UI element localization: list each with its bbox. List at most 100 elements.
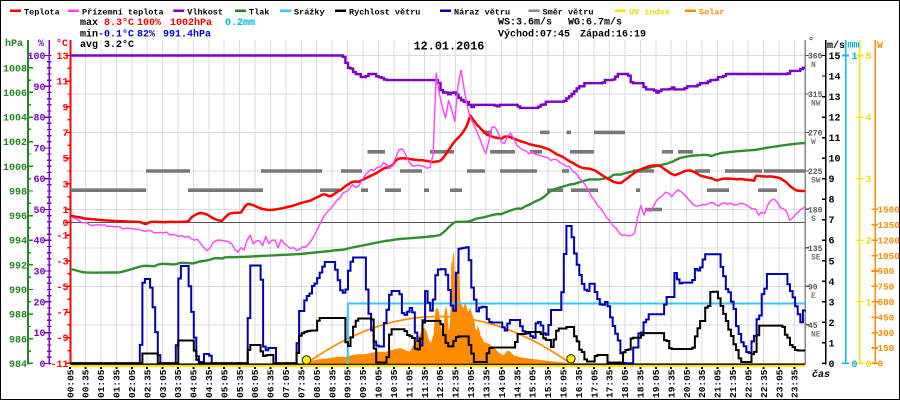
svg-text:-9: -9 bbox=[56, 334, 68, 345]
svg-text:13:35: 13:35 bbox=[481, 369, 492, 398]
svg-text:30: 30 bbox=[33, 268, 45, 279]
svg-text:1006: 1006 bbox=[3, 89, 27, 100]
svg-text:Přízemní teplota: Přízemní teplota bbox=[82, 8, 164, 18]
svg-text:5: 5 bbox=[866, 52, 872, 63]
svg-text:50: 50 bbox=[33, 206, 45, 217]
svg-text:60: 60 bbox=[33, 175, 45, 186]
svg-text:07:35: 07:35 bbox=[297, 369, 308, 398]
svg-text:1050: 1050 bbox=[878, 251, 900, 262]
svg-text:21:05: 21:05 bbox=[713, 369, 724, 398]
svg-text:NW: NW bbox=[811, 99, 821, 108]
svg-text:20:05: 20:05 bbox=[682, 369, 693, 398]
svg-text:16:35: 16:35 bbox=[574, 369, 585, 398]
svg-text:1004: 1004 bbox=[3, 114, 27, 125]
svg-text:1: 1 bbox=[62, 206, 68, 217]
svg-text:1350: 1350 bbox=[878, 220, 900, 231]
svg-text:00:05: 00:05 bbox=[65, 369, 76, 398]
svg-text:04:05: 04:05 bbox=[189, 369, 200, 398]
svg-text:02:35: 02:35 bbox=[142, 369, 153, 398]
svg-text:991.4hPa: 991.4hPa bbox=[163, 29, 211, 41]
svg-text:Náraz větru: Náraz větru bbox=[454, 8, 510, 18]
svg-text:9: 9 bbox=[829, 175, 835, 186]
svg-text:150: 150 bbox=[878, 343, 895, 354]
svg-text:2: 2 bbox=[866, 237, 872, 248]
svg-text:1002: 1002 bbox=[3, 138, 27, 149]
svg-text:10:35: 10:35 bbox=[389, 369, 400, 398]
svg-text:986: 986 bbox=[9, 335, 27, 346]
svg-text:13: 13 bbox=[829, 93, 841, 104]
svg-text:9: 9 bbox=[62, 103, 68, 114]
svg-text:Západ:16:19: Západ:16:19 bbox=[580, 29, 646, 41]
svg-text:11:05: 11:05 bbox=[404, 369, 415, 398]
svg-text:3.2°C: 3.2°C bbox=[104, 39, 134, 51]
svg-text:%: % bbox=[38, 39, 44, 50]
svg-text:12:35: 12:35 bbox=[451, 369, 462, 398]
svg-text:988: 988 bbox=[9, 311, 27, 322]
svg-text:min: min bbox=[80, 29, 98, 41]
svg-text:SE: SE bbox=[811, 253, 821, 262]
svg-text:Vlhkost: Vlhkost bbox=[187, 8, 223, 18]
svg-text:-3: -3 bbox=[56, 257, 68, 268]
svg-text:°C: °C bbox=[56, 38, 68, 50]
svg-text:Východ:07:45: Východ:07:45 bbox=[498, 29, 570, 41]
svg-text:600: 600 bbox=[878, 297, 895, 308]
svg-text:09:35: 09:35 bbox=[358, 369, 369, 398]
svg-text:994: 994 bbox=[9, 237, 27, 248]
svg-text:80: 80 bbox=[33, 114, 45, 125]
svg-text:1200: 1200 bbox=[878, 235, 900, 246]
svg-text:18:05: 18:05 bbox=[620, 369, 631, 398]
svg-text:06:05: 06:05 bbox=[250, 369, 261, 398]
svg-text:900: 900 bbox=[878, 266, 895, 277]
svg-text:11:35: 11:35 bbox=[420, 369, 431, 398]
svg-text:0: 0 bbox=[62, 219, 68, 230]
svg-text:14: 14 bbox=[829, 73, 841, 84]
svg-text:čas: čas bbox=[812, 369, 830, 381]
svg-text:W: W bbox=[811, 138, 816, 147]
svg-text:08:35: 08:35 bbox=[327, 369, 338, 398]
svg-text:12.01.2016: 12.01.2016 bbox=[414, 40, 485, 54]
svg-text:19:05: 19:05 bbox=[651, 369, 662, 398]
svg-text:990: 990 bbox=[9, 286, 27, 297]
svg-text:7: 7 bbox=[829, 216, 835, 227]
svg-text:70: 70 bbox=[33, 144, 45, 155]
svg-text:09:05: 09:05 bbox=[343, 369, 354, 398]
svg-text:23:05: 23:05 bbox=[774, 369, 785, 398]
svg-text:03:05: 03:05 bbox=[158, 369, 169, 398]
svg-text:10: 10 bbox=[33, 329, 45, 340]
svg-text:0: 0 bbox=[39, 360, 45, 371]
svg-text:19:35: 19:35 bbox=[666, 369, 677, 398]
svg-text:40: 40 bbox=[33, 237, 45, 248]
svg-text:0: 0 bbox=[852, 360, 858, 371]
svg-text:20: 20 bbox=[33, 298, 45, 309]
svg-text:S: S bbox=[811, 215, 816, 224]
svg-text:7: 7 bbox=[62, 129, 68, 140]
svg-text:0: 0 bbox=[878, 359, 884, 370]
svg-text:1: 1 bbox=[852, 52, 858, 63]
svg-text:13: 13 bbox=[56, 52, 68, 63]
svg-text:998: 998 bbox=[9, 187, 27, 198]
svg-text:1000: 1000 bbox=[3, 163, 27, 174]
svg-text:Solar: Solar bbox=[699, 8, 725, 18]
svg-text:N: N bbox=[811, 61, 816, 70]
svg-text:-0.1°C: -0.1°C bbox=[98, 29, 134, 41]
svg-text:04:35: 04:35 bbox=[204, 369, 215, 398]
svg-text:UV index: UV index bbox=[629, 8, 670, 18]
svg-text:2: 2 bbox=[829, 319, 835, 330]
svg-text:00:35: 00:35 bbox=[81, 369, 92, 398]
svg-text:4: 4 bbox=[829, 278, 835, 289]
svg-text:17:35: 17:35 bbox=[605, 369, 616, 398]
svg-text:22:35: 22:35 bbox=[759, 369, 770, 398]
svg-text:08:05: 08:05 bbox=[312, 369, 323, 398]
svg-text:06:35: 06:35 bbox=[266, 369, 277, 398]
svg-text:Teplota: Teplota bbox=[24, 8, 60, 18]
svg-text:10: 10 bbox=[829, 155, 841, 166]
svg-text:NE: NE bbox=[811, 330, 821, 339]
svg-text:14:05: 14:05 bbox=[497, 369, 508, 398]
svg-text:1: 1 bbox=[866, 298, 872, 309]
svg-text:90: 90 bbox=[33, 83, 45, 94]
svg-text:100: 100 bbox=[27, 52, 45, 63]
svg-text:WS:3.6m/s: WS:3.6m/s bbox=[498, 17, 552, 29]
svg-text:8: 8 bbox=[829, 196, 835, 207]
svg-text:0: 0 bbox=[866, 360, 872, 371]
svg-text:W: W bbox=[877, 41, 883, 52]
